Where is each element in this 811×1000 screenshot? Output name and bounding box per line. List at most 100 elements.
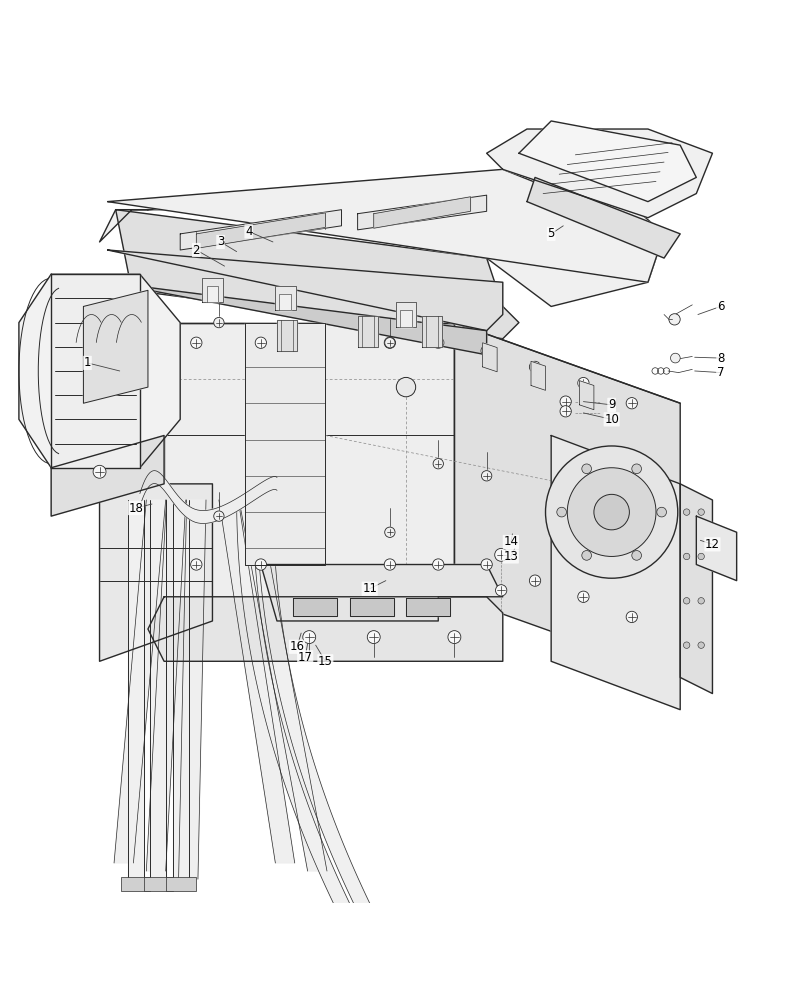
Circle shape: [432, 559, 444, 570]
Circle shape: [567, 468, 655, 556]
Circle shape: [367, 631, 380, 644]
Text: 8: 8: [716, 352, 723, 365]
Polygon shape: [51, 274, 139, 468]
Circle shape: [697, 642, 703, 648]
Polygon shape: [680, 484, 711, 694]
Circle shape: [255, 337, 266, 348]
Polygon shape: [357, 195, 486, 230]
Circle shape: [432, 337, 444, 348]
Polygon shape: [482, 343, 496, 372]
Polygon shape: [454, 323, 680, 677]
Polygon shape: [108, 282, 486, 355]
Polygon shape: [422, 316, 442, 347]
Polygon shape: [357, 316, 377, 347]
Circle shape: [631, 464, 641, 474]
Polygon shape: [373, 197, 470, 228]
Polygon shape: [579, 381, 593, 410]
Circle shape: [448, 631, 461, 644]
Circle shape: [93, 465, 106, 478]
Polygon shape: [274, 286, 295, 310]
Text: 2: 2: [192, 244, 200, 257]
Circle shape: [683, 642, 689, 648]
Polygon shape: [180, 210, 341, 250]
Text: 6: 6: [716, 300, 723, 313]
Circle shape: [255, 559, 266, 570]
Circle shape: [560, 396, 571, 407]
Circle shape: [577, 377, 588, 389]
Circle shape: [560, 406, 571, 417]
Polygon shape: [207, 286, 218, 302]
Polygon shape: [19, 274, 180, 468]
Polygon shape: [518, 121, 696, 202]
Circle shape: [480, 345, 491, 356]
Polygon shape: [256, 500, 369, 903]
Polygon shape: [150, 500, 166, 887]
Polygon shape: [279, 294, 290, 310]
Polygon shape: [238, 500, 327, 871]
Circle shape: [545, 446, 677, 578]
Polygon shape: [173, 500, 189, 887]
Circle shape: [631, 551, 641, 560]
Polygon shape: [395, 302, 416, 327]
Polygon shape: [260, 565, 502, 621]
Circle shape: [697, 598, 703, 604]
Polygon shape: [115, 210, 518, 339]
Polygon shape: [406, 598, 450, 616]
Polygon shape: [146, 500, 186, 871]
Circle shape: [432, 459, 443, 469]
Polygon shape: [526, 177, 680, 258]
Bar: [144, 877, 173, 891]
Circle shape: [670, 353, 680, 363]
Circle shape: [625, 611, 637, 623]
Circle shape: [529, 361, 540, 373]
Circle shape: [581, 551, 590, 560]
Text: 9: 9: [607, 398, 615, 411]
Polygon shape: [108, 250, 502, 331]
Circle shape: [581, 464, 590, 474]
Text: 10: 10: [603, 413, 618, 426]
Polygon shape: [164, 323, 454, 597]
Polygon shape: [400, 310, 411, 327]
Polygon shape: [219, 500, 294, 863]
Text: 7: 7: [716, 366, 723, 379]
Polygon shape: [486, 129, 711, 218]
Polygon shape: [236, 500, 349, 903]
Circle shape: [697, 509, 703, 515]
Text: 16: 16: [290, 640, 304, 653]
Polygon shape: [148, 597, 502, 661]
Polygon shape: [293, 598, 337, 616]
Text: 5: 5: [547, 227, 554, 240]
Bar: [166, 877, 195, 891]
Circle shape: [683, 598, 689, 604]
Circle shape: [384, 338, 394, 348]
Circle shape: [529, 575, 540, 586]
Polygon shape: [114, 500, 165, 863]
Text: 18: 18: [128, 502, 143, 515]
Circle shape: [191, 559, 202, 570]
Circle shape: [480, 559, 491, 570]
Text: 4: 4: [245, 225, 252, 238]
Polygon shape: [244, 323, 325, 565]
Text: 13: 13: [503, 550, 517, 563]
Polygon shape: [696, 516, 736, 581]
Circle shape: [384, 527, 394, 537]
Circle shape: [396, 377, 415, 397]
Circle shape: [683, 553, 689, 560]
Circle shape: [191, 337, 202, 348]
Polygon shape: [108, 169, 663, 282]
Polygon shape: [178, 500, 206, 879]
Bar: [346, 905, 375, 919]
Polygon shape: [127, 500, 144, 887]
Circle shape: [683, 509, 689, 515]
Circle shape: [495, 585, 506, 596]
Polygon shape: [202, 278, 223, 302]
Circle shape: [556, 507, 566, 517]
Circle shape: [668, 314, 680, 325]
Polygon shape: [551, 435, 680, 710]
Text: 17: 17: [298, 651, 312, 664]
Circle shape: [384, 337, 395, 348]
Polygon shape: [100, 177, 663, 306]
Circle shape: [213, 317, 224, 328]
Polygon shape: [277, 320, 297, 351]
Circle shape: [625, 398, 637, 409]
